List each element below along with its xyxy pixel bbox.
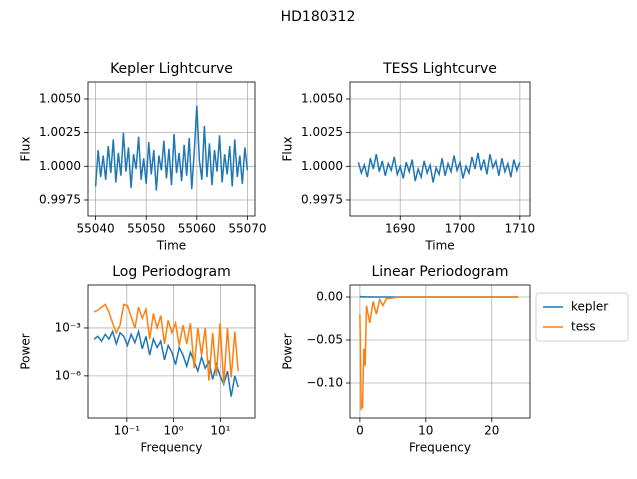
axes-frame [349, 284, 531, 419]
axes-title: Kepler Lightcurve [110, 61, 233, 77]
x-tick-label: 10¹ [210, 424, 230, 438]
axes-title: Log Periodogram [112, 264, 231, 280]
legend-box [535, 292, 629, 342]
y-axis-label: Power [19, 333, 33, 369]
y-tick-label: 1.0025 [301, 125, 343, 139]
series-line [93, 303, 239, 385]
x-axis-label: Frequency [409, 441, 471, 455]
legend-label: kepler [571, 300, 608, 314]
x-tick-label: 10⁰ [164, 424, 184, 438]
x-tick-label: 55040 [76, 222, 114, 236]
y-tick-label: −0.10 [306, 376, 343, 390]
series-line [359, 296, 519, 411]
series-line [93, 328, 239, 397]
x-tick-label: 55050 [127, 222, 165, 236]
x-tick-label: 1690 [385, 222, 416, 236]
x-tick-label: 1700 [445, 222, 476, 236]
y-tick-label: 1.0000 [301, 159, 343, 173]
x-tick-label: 0 [356, 424, 364, 438]
y-tick-label: 1.0000 [39, 159, 81, 173]
figure-title: HD180312 [281, 9, 356, 25]
x-tick-label: 10⁻¹ [114, 424, 141, 438]
y-tick-label: 10⁻⁶ [55, 368, 82, 382]
y-axis-label: Flux [281, 137, 295, 162]
x-axis-label: Frequency [141, 441, 203, 455]
y-tick-label: 1.0025 [39, 125, 81, 139]
x-axis-label: Time [156, 239, 186, 253]
axes-title: Linear Periodogram [371, 264, 508, 280]
y-tick-label: −0.05 [306, 333, 343, 347]
x-tick-label: 55060 [178, 222, 216, 236]
series-line [357, 152, 521, 183]
y-tick-label: 10⁻³ [55, 320, 82, 334]
x-tick-label: 20 [484, 424, 499, 438]
x-tick-label: 1710 [505, 222, 536, 236]
x-tick-label: 55070 [228, 222, 266, 236]
y-tick-label: 1.0050 [39, 91, 81, 105]
series-line [94, 105, 249, 191]
legend-label: tess [571, 320, 596, 334]
x-axis-label: Time [424, 239, 454, 253]
y-axis-label: Power [281, 333, 295, 369]
y-tick-label: 0.00 [316, 290, 343, 304]
y-axis-label: Flux [19, 137, 33, 162]
y-tick-label: 0.9975 [39, 192, 81, 206]
axes-title: TESS Lightcurve [382, 61, 497, 77]
y-tick-label: 1.0050 [301, 91, 343, 105]
axes-frame [87, 81, 256, 217]
axes-frame [349, 81, 531, 217]
x-tick-label: 10 [418, 424, 433, 438]
y-tick-label: 0.9975 [301, 192, 343, 206]
axes-frame [87, 284, 256, 419]
